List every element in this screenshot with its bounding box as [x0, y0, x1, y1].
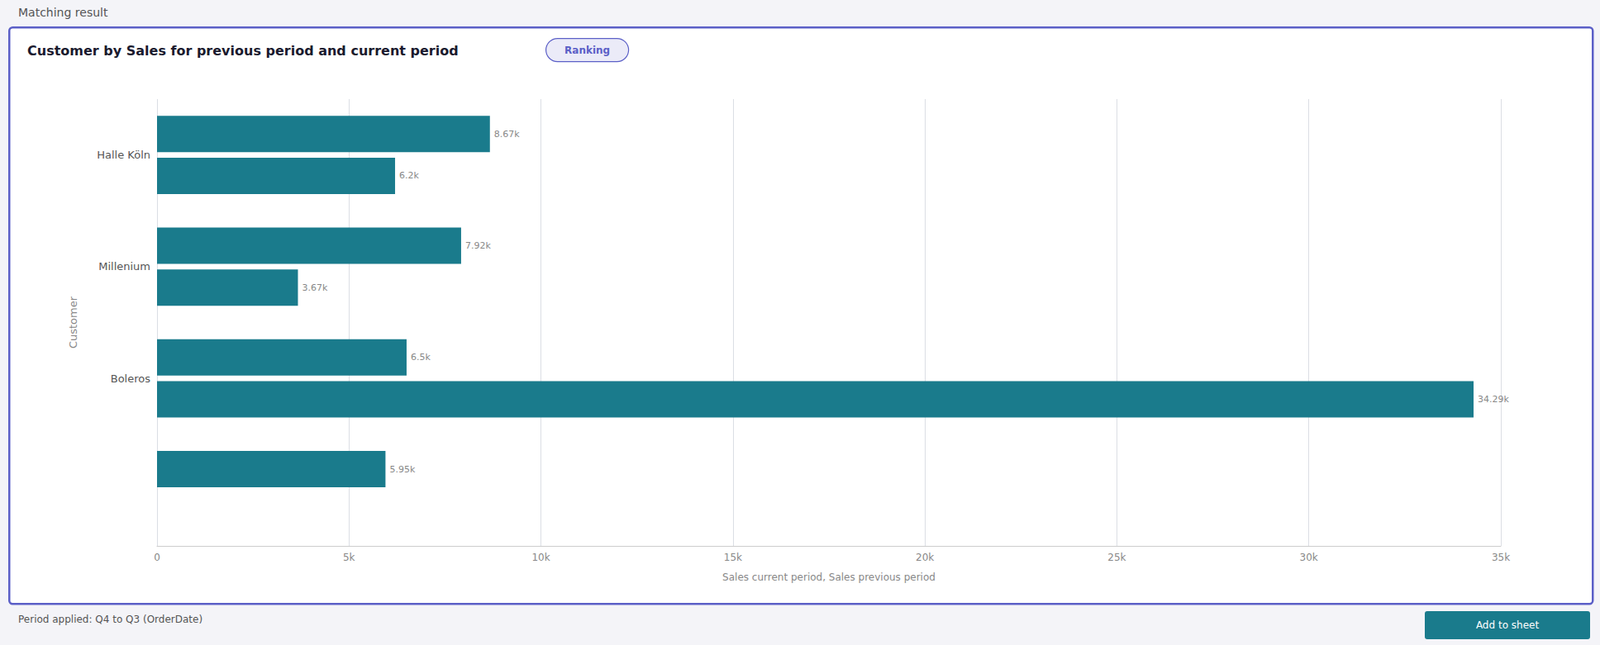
- svg-text:Period applied: Q4 to Q3 (Orde: Period applied: Q4 to Q3 (OrderDate): [18, 614, 203, 626]
- svg-text:3.67k: 3.67k: [301, 282, 328, 294]
- svg-text:Sales current period, Sales pr: Sales current period, Sales previous per…: [722, 571, 936, 584]
- svg-text:5k: 5k: [342, 552, 356, 564]
- svg-text:10k: 10k: [531, 552, 550, 564]
- svg-text:Halle Köln: Halle Köln: [96, 148, 151, 162]
- svg-text:Add to sheet: Add to sheet: [1476, 619, 1540, 632]
- svg-text:30k: 30k: [1300, 552, 1319, 564]
- svg-text:Millenium: Millenium: [98, 260, 151, 273]
- svg-text:Customer by Sales for previous: Customer by Sales for previous period an…: [27, 42, 459, 59]
- svg-text:6.2k: 6.2k: [399, 170, 420, 181]
- svg-text:Matching result: Matching result: [18, 5, 109, 20]
- svg-text:20k: 20k: [915, 552, 934, 564]
- svg-text:Ranking: Ranking: [564, 44, 610, 57]
- svg-text:35k: 35k: [1491, 552, 1510, 564]
- svg-text:Customer: Customer: [66, 295, 80, 349]
- svg-text:8.67k: 8.67k: [494, 128, 520, 140]
- svg-text:0: 0: [153, 552, 161, 564]
- svg-text:25k: 25k: [1107, 552, 1126, 564]
- svg-text:7.92k: 7.92k: [465, 240, 491, 252]
- svg-text:5.95k: 5.95k: [389, 464, 415, 476]
- svg-text:34.29k: 34.29k: [1477, 394, 1510, 405]
- svg-text:6.5k: 6.5k: [410, 352, 431, 363]
- svg-text:Boleros: Boleros: [110, 372, 151, 386]
- svg-text:15k: 15k: [723, 552, 743, 564]
